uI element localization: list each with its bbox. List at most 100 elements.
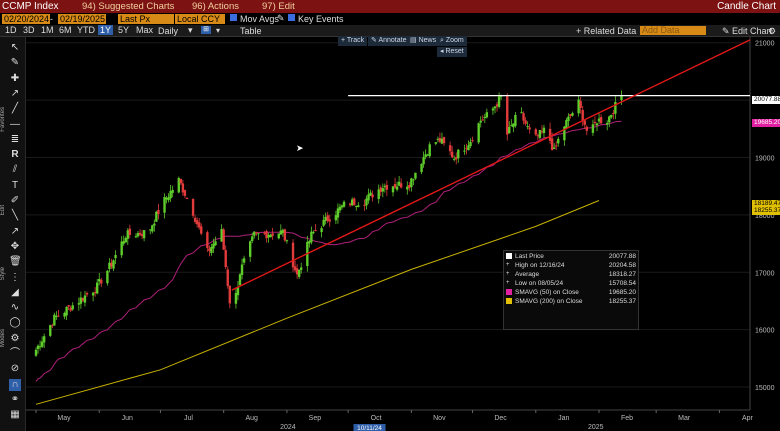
arrow-icon[interactable]: ↗ (10, 87, 20, 99)
candle-body (165, 197, 168, 200)
edit-button[interactable]: 97) Edit (262, 1, 295, 12)
shape-icon[interactable]: ◯ (9, 317, 21, 329)
channel-icon[interactable]: ⫽ (12, 164, 18, 176)
trash-icon[interactable]: 🗑 (9, 256, 22, 268)
settings-icon[interactable]: ⚙ (768, 26, 777, 36)
wave-icon[interactable]: ∿ (10, 302, 20, 314)
add-data-input[interactable]: Add Data (640, 26, 706, 35)
pointer-icon[interactable]: ↖ (10, 42, 20, 53)
candle-body (85, 293, 89, 295)
zoom-button[interactable]: ⌕ Zoom (437, 36, 467, 46)
candle-body (257, 233, 260, 235)
reset-button[interactable]: ◂ Reset (437, 47, 467, 57)
field-select[interactable]: Last Px (118, 14, 174, 24)
candle-body (552, 147, 556, 149)
period-5y[interactable]: 5Y (118, 25, 130, 35)
mov-avgs-label[interactable]: Mov Avgs (240, 14, 279, 24)
curve-icon[interactable]: ⌒ (10, 348, 20, 359)
related-data-button[interactable]: + Related Data (576, 26, 637, 36)
candle-body (497, 96, 501, 107)
R-icon[interactable]: R (11, 149, 19, 161)
move-icon[interactable]: ✥ (10, 240, 20, 252)
period-1y[interactable]: 1Y (98, 25, 114, 35)
actions-button[interactable]: 96) Actions (192, 1, 239, 12)
candle-body (114, 255, 117, 259)
candle-body (381, 188, 384, 192)
period-1m[interactable]: 1M (41, 25, 54, 35)
brush-icon[interactable]: ✐ (10, 195, 20, 206)
chevron-down-icon[interactable]: ▾ (188, 25, 193, 35)
cursor-date: 10/11/24 (357, 425, 382, 431)
magnet-icon[interactable]: ∩ (9, 378, 21, 391)
candle-body (214, 241, 217, 246)
candle-body (312, 232, 315, 234)
candle-body (136, 232, 140, 237)
candle-body (493, 106, 497, 109)
x-tick-label: Jul (184, 415, 193, 422)
x-tick-label: Aug (245, 415, 258, 422)
annotate-button[interactable]: ✎ Annotate (368, 36, 410, 46)
grid-icon[interactable]: ▦ (10, 409, 20, 421)
price-chart[interactable]: 15000160001700018000190002000021000MayJu… (26, 37, 780, 431)
period-3d[interactable]: 3D (23, 25, 35, 35)
fib-icon[interactable]: ≣ (10, 133, 20, 145)
candle-body (428, 144, 431, 157)
fill-icon[interactable]: ◢ (11, 286, 19, 298)
high-swatch: + (506, 262, 510, 269)
start-date-input[interactable]: 02/20/2024 (2, 14, 50, 24)
candle-body (106, 270, 109, 284)
candle-body (514, 114, 517, 126)
candle-body (465, 148, 468, 150)
last-swatch (506, 253, 512, 260)
period-1d[interactable]: 1D (5, 25, 17, 35)
wrench-icon: ✎ (722, 26, 733, 36)
candle-body (599, 117, 603, 124)
pencil-icon[interactable]: ✎ (277, 13, 285, 23)
cursor-icon[interactable]: ↗ (10, 225, 20, 237)
legend-sma200-label: SMAVG (200) on Close (515, 298, 583, 305)
candle-body (593, 121, 597, 124)
edit-chart-button[interactable]: ✎ Edit Chart (722, 26, 772, 37)
candle-body (171, 189, 174, 193)
candle-body (93, 292, 97, 294)
frequency-select[interactable]: Daily (158, 26, 179, 36)
hline-icon[interactable]: — (10, 118, 20, 130)
pencil-icon[interactable]: ✎ (10, 57, 20, 69)
lock-icon[interactable]: ⊘ (10, 363, 20, 375)
candle-body (240, 264, 244, 275)
line-icon[interactable]: ╱ (11, 103, 19, 115)
suggested-charts-button[interactable]: 94) Suggested Charts (82, 1, 175, 12)
period-max[interactable]: Max (136, 25, 154, 35)
gear-icon[interactable]: ⚙ (10, 332, 20, 344)
mov-avgs-checkbox[interactable] (230, 14, 237, 21)
candle-body (238, 274, 242, 285)
key-events-checkbox[interactable] (288, 14, 295, 21)
key-events-label[interactable]: Key Events (298, 14, 344, 24)
trend-icon[interactable]: ╲ (11, 210, 19, 222)
period-6m[interactable]: 6M (59, 25, 72, 35)
chart-type-icon[interactable]: ⊞ (201, 26, 211, 34)
security-name[interactable]: CCMP Index (2, 1, 59, 12)
candle-body (128, 228, 132, 235)
news-button[interactable]: ▤ News (407, 36, 440, 46)
candle-body (391, 186, 395, 193)
track-button[interactable]: + Track (338, 36, 368, 46)
candle-body (567, 116, 570, 121)
table-button[interactable]: Table (240, 26, 262, 36)
candle-body (510, 125, 513, 127)
crosshair-icon[interactable]: ✚ (10, 72, 20, 84)
candle-body (34, 349, 38, 356)
candle-body (414, 172, 417, 179)
candle-body (285, 240, 289, 242)
dots-icon[interactable]: ⋮ (10, 271, 20, 283)
legend-row-last: Last Price 20077.88 (506, 253, 636, 261)
candle-body (49, 325, 52, 336)
text-icon[interactable]: T (11, 179, 19, 191)
currency-select[interactable]: Local CCY (175, 14, 225, 24)
period-ytd[interactable]: YTD (77, 25, 95, 35)
end-date-input[interactable]: 02/19/2025 (58, 14, 106, 24)
link-icon[interactable]: ⚭ (10, 393, 20, 405)
legend-last-value: 20077.88 (608, 253, 636, 260)
more-icon[interactable]: ▾ (216, 26, 221, 35)
uptrend-line[interactable] (231, 39, 751, 291)
